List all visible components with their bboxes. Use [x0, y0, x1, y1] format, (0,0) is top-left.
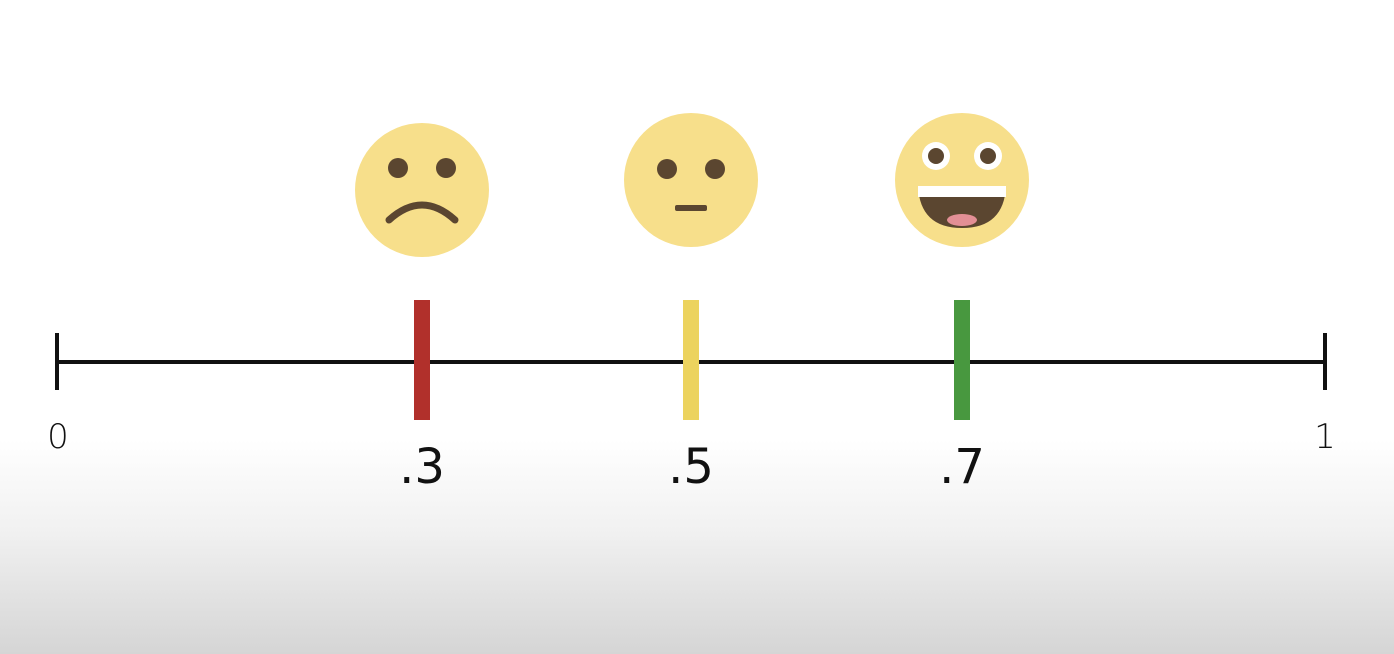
marker-label-2: .5: [668, 439, 714, 495]
marker-bar-2: [683, 300, 699, 420]
grinning-face-icon: [895, 113, 1029, 247]
neutral-face-icon: [624, 113, 758, 247]
face-layer: [355, 113, 1029, 257]
sad-face-icon: [355, 123, 489, 257]
marker-label-1: .3: [399, 439, 445, 495]
scale-max-label: 1: [1314, 417, 1336, 457]
marker-layer: [414, 300, 970, 420]
marker-label-3: .7: [939, 439, 985, 495]
marker-bar-1: [414, 300, 430, 420]
scale-min-label: 0: [47, 417, 69, 457]
marker-bar-3: [954, 300, 970, 420]
